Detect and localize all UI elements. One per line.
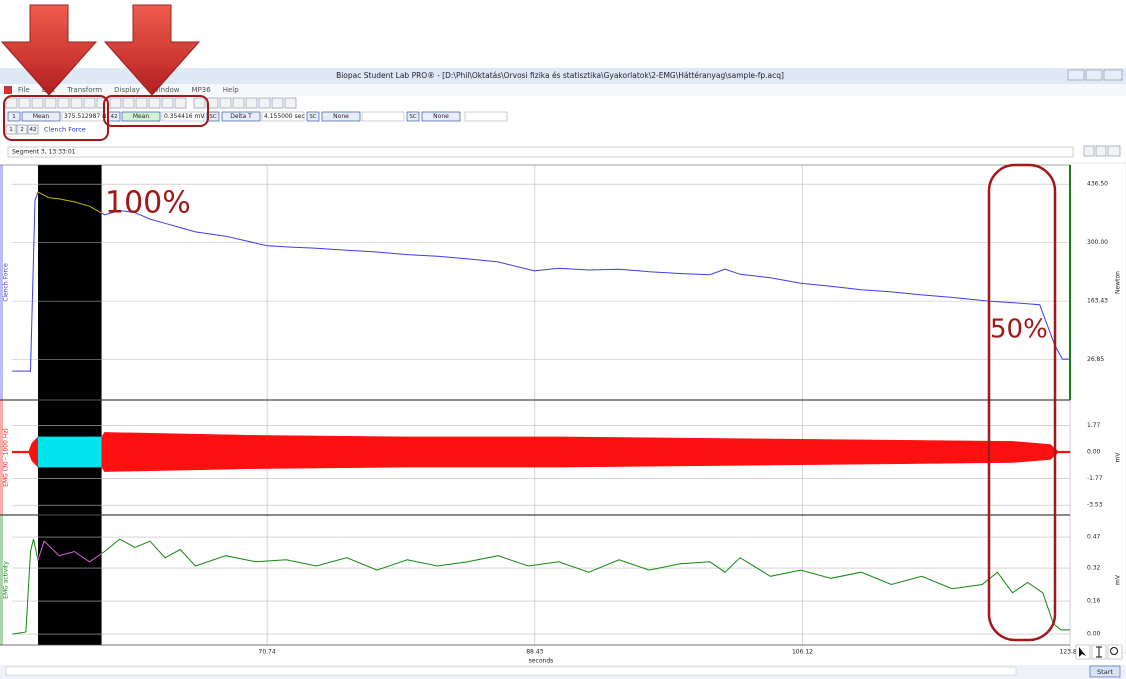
y-tick-label: 0.16 bbox=[1087, 598, 1101, 605]
toolbar-button[interactable] bbox=[136, 98, 147, 108]
close-button[interactable] bbox=[1104, 70, 1122, 80]
x-axis-label: seconds bbox=[529, 658, 554, 665]
annotation: 100% bbox=[105, 186, 191, 221]
value-box bbox=[465, 112, 507, 121]
function-text: Mean bbox=[133, 113, 150, 120]
toolbar-button[interactable] bbox=[233, 98, 244, 108]
zoom-tool[interactable] bbox=[1108, 645, 1122, 659]
channel-text: SC bbox=[409, 114, 416, 120]
value-text: 375.512987 N bbox=[64, 113, 107, 120]
minimize-button[interactable] bbox=[1068, 70, 1084, 80]
toolbar-button[interactable] bbox=[259, 98, 270, 108]
function-text: Mean bbox=[33, 113, 50, 120]
y-tick-label: -1.77 bbox=[1087, 475, 1103, 482]
channel-label: Clench Force bbox=[44, 126, 86, 134]
channel-button-text: 2 bbox=[20, 127, 24, 133]
horizontal-scrollbar[interactable] bbox=[6, 667, 1016, 675]
selection-band bbox=[38, 165, 102, 645]
maximize-button[interactable] bbox=[1086, 70, 1102, 80]
value-box bbox=[362, 112, 404, 121]
segment-box bbox=[8, 147, 1073, 157]
unit-label: mV bbox=[1115, 452, 1122, 463]
menu-item[interactable]: Display bbox=[114, 86, 140, 94]
function-text: None bbox=[433, 113, 449, 120]
y-tick-label: 163.43 bbox=[1087, 298, 1108, 305]
function-text: None bbox=[333, 113, 349, 120]
value-text: 4.155000 sec bbox=[264, 113, 305, 120]
channel-text: 1 bbox=[12, 114, 16, 120]
start-label: Start bbox=[1097, 668, 1113, 676]
unit-label: Newton bbox=[1115, 271, 1122, 294]
toolbar-button[interactable] bbox=[220, 98, 231, 108]
toolbar-button[interactable] bbox=[58, 98, 69, 108]
y-tick-label: 0.00 bbox=[1087, 631, 1101, 638]
y-tick-label: 0.00 bbox=[1087, 448, 1101, 455]
toolbar-button[interactable] bbox=[175, 98, 186, 108]
y-tick-label: 1.77 bbox=[1087, 422, 1101, 429]
toolbar-button[interactable] bbox=[123, 98, 134, 108]
window-title: Biopac Student Lab PRO® - [D:\Phil\Oktat… bbox=[336, 71, 784, 80]
value-text: 0.354416 mV bbox=[164, 113, 205, 120]
y-tick-label: 0.32 bbox=[1087, 565, 1101, 572]
annotation: 50% bbox=[990, 315, 1048, 345]
toolbar-button[interactable] bbox=[285, 98, 296, 108]
y-tick-label: 0.47 bbox=[1087, 534, 1101, 541]
measurement-row: 1 Mean 375.512987 N 42 Mean 0.354416 mV SC Delt… bbox=[8, 112, 507, 121]
screen: Biopac Student Lab PRO® - [D:\Phil\Oktat… bbox=[0, 0, 1126, 679]
toolbar-button[interactable] bbox=[84, 98, 95, 108]
scroll-left[interactable] bbox=[1084, 146, 1094, 156]
channel-text: 42 bbox=[111, 114, 118, 120]
plot-area bbox=[0, 163, 1126, 665]
scroll-right[interactable] bbox=[1096, 146, 1106, 156]
menu-item[interactable]: Transform bbox=[66, 86, 102, 94]
channel-axis-label: Clench Force bbox=[3, 263, 10, 302]
arrow-tool[interactable] bbox=[1076, 645, 1090, 659]
channel-button-text: 1 bbox=[9, 127, 13, 133]
channel-strip bbox=[0, 165, 3, 400]
toolbar-button[interactable] bbox=[246, 98, 257, 108]
function-text: Delta T bbox=[230, 113, 252, 120]
toolbar-button[interactable] bbox=[71, 98, 82, 108]
app-icon bbox=[4, 86, 12, 94]
toolbar-button[interactable] bbox=[110, 98, 121, 108]
x-tick-label: 88.43 bbox=[526, 649, 543, 656]
toolbar-button[interactable] bbox=[162, 98, 173, 108]
y-tick-label: 26.85 bbox=[1087, 356, 1104, 363]
toolbar-button[interactable] bbox=[32, 98, 43, 108]
channel-strip bbox=[0, 400, 3, 515]
toolbar-button[interactable] bbox=[272, 98, 283, 108]
unit-label: mV bbox=[1115, 574, 1122, 585]
toolbar-button[interactable] bbox=[194, 98, 205, 108]
channel-row: 1 2 42 Clench Force bbox=[6, 125, 86, 134]
menu-item[interactable]: MP36 bbox=[192, 86, 212, 94]
channel-axis-label: EMG activity bbox=[3, 561, 10, 599]
dropdown[interactable] bbox=[1108, 146, 1120, 156]
y-tick-label: -3.53 bbox=[1087, 502, 1103, 509]
segment-label: Segment 3, 13:33:01 bbox=[12, 149, 76, 156]
y-tick-label: 436.50 bbox=[1087, 181, 1108, 188]
toolbar-button[interactable] bbox=[19, 98, 30, 108]
toolbar bbox=[6, 98, 296, 108]
menu-item[interactable]: File bbox=[18, 86, 30, 94]
toolbar-button[interactable] bbox=[6, 98, 17, 108]
x-tick-label: 70.74 bbox=[259, 649, 276, 656]
x-tick-label: 106.12 bbox=[792, 649, 813, 656]
channel-strip bbox=[0, 515, 3, 645]
menu-item[interactable]: Help bbox=[223, 86, 240, 94]
channel-text: SC bbox=[209, 114, 216, 120]
toolbar-button[interactable] bbox=[45, 98, 56, 108]
channel-text: SC bbox=[309, 114, 316, 120]
channel-axis-label: EMG (30 - 1000 Hz) bbox=[3, 428, 10, 487]
y-tick-label: 300.00 bbox=[1087, 239, 1108, 246]
toolbar-button[interactable] bbox=[149, 98, 160, 108]
channel-button-text: 42 bbox=[30, 127, 37, 133]
